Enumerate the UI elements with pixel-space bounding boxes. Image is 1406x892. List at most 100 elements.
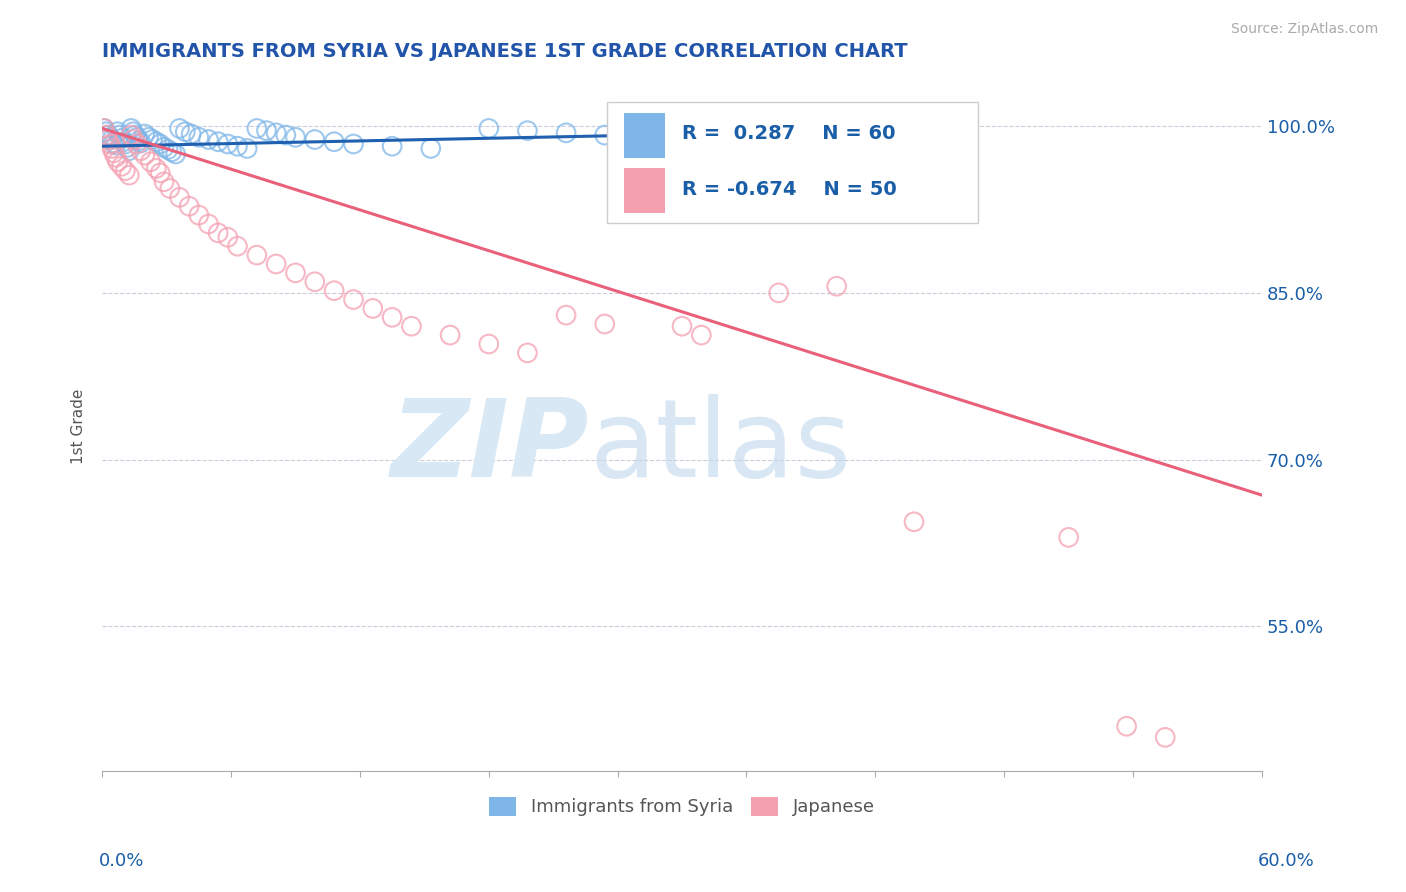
- Point: [865, 127, 887, 141]
- Point: [165, 147, 187, 161]
- Point: [180, 127, 202, 141]
- Point: [114, 163, 136, 178]
- Point: [153, 140, 176, 154]
- Point: [516, 346, 538, 360]
- Point: [97, 132, 120, 146]
- Point: [93, 121, 115, 136]
- Point: [903, 129, 925, 144]
- Point: [118, 144, 141, 158]
- Point: [107, 125, 129, 139]
- Point: [787, 130, 810, 145]
- Point: [217, 230, 239, 244]
- Point: [169, 190, 191, 204]
- Point: [124, 128, 146, 142]
- Point: [145, 135, 167, 149]
- Point: [264, 126, 287, 140]
- Point: [633, 121, 655, 136]
- Point: [98, 136, 121, 151]
- Y-axis label: 1st Grade: 1st Grade: [72, 389, 86, 464]
- Point: [159, 181, 181, 195]
- Point: [134, 148, 156, 162]
- Point: [1057, 530, 1080, 544]
- Text: R = -0.674    N = 50: R = -0.674 N = 50: [682, 180, 897, 200]
- Point: [101, 132, 124, 146]
- Point: [129, 136, 152, 150]
- Point: [825, 279, 848, 293]
- Point: [274, 128, 297, 142]
- Point: [671, 123, 693, 137]
- Point: [768, 285, 790, 300]
- Point: [381, 139, 404, 153]
- Text: IMMIGRANTS FROM SYRIA VS JAPANESE 1ST GRADE CORRELATION CHART: IMMIGRANTS FROM SYRIA VS JAPANESE 1ST GR…: [103, 42, 908, 61]
- Point: [304, 132, 326, 146]
- Point: [323, 135, 346, 149]
- Point: [114, 136, 136, 151]
- Point: [117, 140, 139, 154]
- FancyBboxPatch shape: [624, 112, 665, 158]
- Point: [323, 284, 346, 298]
- Point: [94, 125, 117, 139]
- Point: [104, 150, 127, 164]
- Point: [103, 145, 125, 160]
- Point: [110, 159, 132, 173]
- Point: [256, 123, 278, 137]
- Text: atlas: atlas: [589, 394, 851, 500]
- Point: [128, 134, 150, 148]
- Point: [381, 310, 404, 325]
- Point: [217, 136, 239, 151]
- Point: [187, 208, 209, 222]
- Point: [401, 319, 423, 334]
- Point: [101, 141, 124, 155]
- Point: [156, 143, 179, 157]
- Point: [153, 175, 176, 189]
- Point: [122, 125, 145, 139]
- Point: [197, 132, 219, 146]
- Point: [1154, 731, 1177, 745]
- Point: [671, 319, 693, 334]
- Point: [710, 126, 733, 140]
- Point: [118, 168, 141, 182]
- Point: [1115, 719, 1137, 733]
- Point: [94, 128, 117, 142]
- Point: [110, 131, 132, 145]
- Point: [138, 130, 160, 145]
- Point: [264, 257, 287, 271]
- Point: [174, 125, 197, 139]
- Point: [120, 121, 142, 136]
- Point: [226, 239, 249, 253]
- Point: [478, 337, 501, 351]
- Point: [141, 132, 163, 146]
- Point: [246, 121, 269, 136]
- Point: [97, 128, 120, 142]
- Point: [120, 128, 142, 142]
- Point: [419, 141, 441, 155]
- Point: [304, 275, 326, 289]
- Point: [207, 226, 229, 240]
- Point: [342, 136, 364, 151]
- Point: [555, 308, 578, 322]
- Point: [179, 199, 201, 213]
- Point: [187, 130, 209, 145]
- Text: ZIP: ZIP: [391, 394, 589, 500]
- Point: [593, 128, 616, 142]
- Point: [149, 166, 172, 180]
- Point: [207, 135, 229, 149]
- FancyBboxPatch shape: [624, 168, 665, 212]
- Point: [139, 154, 162, 169]
- Point: [361, 301, 384, 316]
- Point: [555, 126, 578, 140]
- Point: [439, 328, 461, 343]
- Point: [134, 127, 156, 141]
- Point: [748, 128, 770, 142]
- Point: [169, 121, 191, 136]
- Point: [125, 136, 148, 151]
- Point: [93, 121, 115, 136]
- Point: [129, 144, 152, 158]
- Point: [98, 130, 121, 145]
- Legend: Immigrants from Syria, Japanese: Immigrants from Syria, Japanese: [482, 790, 882, 823]
- Point: [246, 248, 269, 262]
- Text: R =  0.287    N = 60: R = 0.287 N = 60: [682, 124, 896, 143]
- Point: [145, 161, 167, 176]
- Point: [226, 139, 249, 153]
- Point: [125, 130, 148, 145]
